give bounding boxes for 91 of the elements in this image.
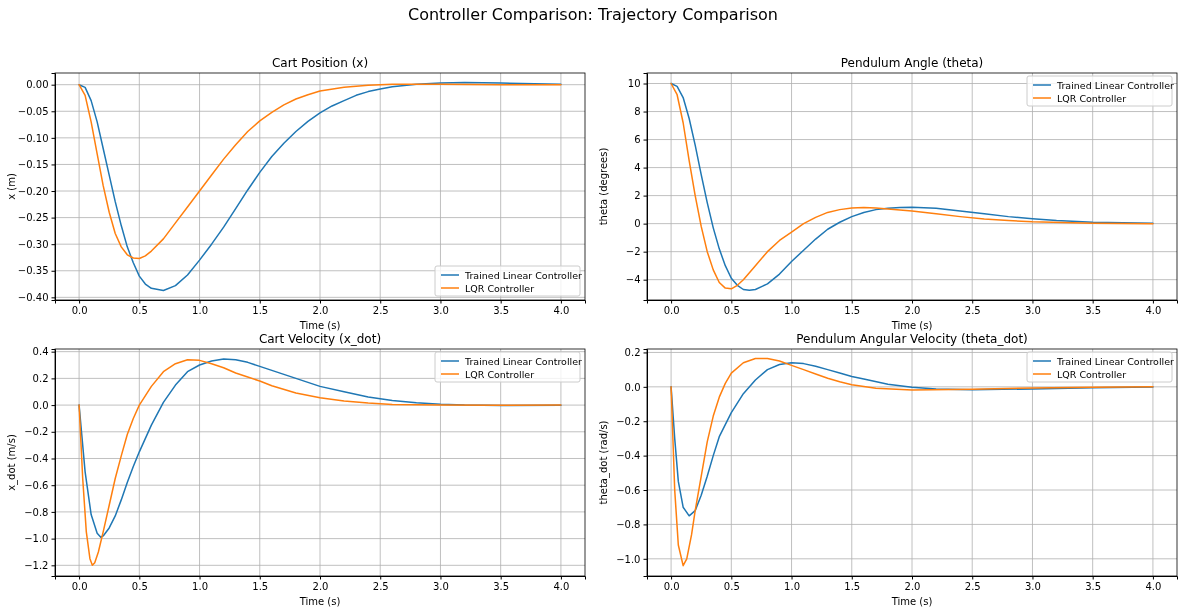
y-tick-label: −1.2 xyxy=(24,560,49,572)
x-tick-label: 2.5 xyxy=(964,580,981,592)
y-tick-label: −0.8 xyxy=(24,506,49,518)
y-tick-label: −0.4 xyxy=(616,450,641,462)
y-tick-label: −0.2 xyxy=(616,415,641,427)
y-tick-label: −2 xyxy=(625,246,641,258)
x-tick-label: 3.5 xyxy=(493,304,510,316)
x-tick-label: 0.5 xyxy=(131,580,148,592)
x-tick-label: 3.0 xyxy=(433,304,449,316)
y-tick-label: −0.15 xyxy=(17,159,49,171)
y-tick-label: 2 xyxy=(634,190,641,202)
x-tick-label: 3.5 xyxy=(493,580,510,592)
y-tick-label: −0.6 xyxy=(24,479,49,491)
y-tick-label: −1.0 xyxy=(616,553,641,565)
x-tick-label: 2.5 xyxy=(372,580,389,592)
y-tick-label: 6 xyxy=(634,134,641,146)
x-tick-label: 2.0 xyxy=(312,304,329,316)
y-tick-label: 0.00 xyxy=(26,79,49,91)
legend-label: Trained Linear Controller xyxy=(464,269,583,281)
legend-label: Trained Linear Controller xyxy=(1056,355,1175,367)
y-tick-label: 8 xyxy=(634,106,641,118)
y-tick-label: −0.35 xyxy=(17,265,49,277)
x-tick-label: 0.5 xyxy=(131,304,148,316)
y-tick-label: −0.30 xyxy=(17,238,49,250)
y-tick-label: −1.0 xyxy=(24,533,49,545)
y-tick-label: −0.25 xyxy=(17,212,49,224)
x-tick-label: 1.5 xyxy=(252,304,269,316)
x-tick-label: 1.0 xyxy=(192,580,208,592)
x-tick-label: 1.0 xyxy=(192,304,208,316)
x-tick-label: 4.0 xyxy=(553,304,570,316)
chart-title: Cart Position (x) xyxy=(271,56,369,70)
y-tick-label: −0.10 xyxy=(17,132,49,144)
x-tick-label: 3.5 xyxy=(1085,304,1102,316)
chart-title: Pendulum Angle (theta) xyxy=(840,56,984,70)
x-tick-label: 4.0 xyxy=(1145,304,1162,316)
x-tick-label: 4.0 xyxy=(553,580,570,592)
x-tick-label: 2.5 xyxy=(964,304,981,316)
legend-label: Trained Linear Controller xyxy=(464,355,583,367)
y-tick-label: 0.0 xyxy=(32,399,49,411)
y-axis-title: x_dot (m/s) xyxy=(6,434,18,491)
x-tick-label: 0.0 xyxy=(71,580,88,592)
x-tick-label: 0.0 xyxy=(71,304,88,316)
legend-label: Trained Linear Controller xyxy=(1056,79,1175,91)
x-tick-label: 1.5 xyxy=(252,580,269,592)
x-tick-label: 1.5 xyxy=(844,580,861,592)
y-axis-title: x (m) xyxy=(6,173,17,200)
x-tick-label: 0.5 xyxy=(723,304,740,316)
x-tick-label: 0.0 xyxy=(663,580,680,592)
y-axis-title: theta_dot (rad/s) xyxy=(598,420,610,505)
text: Controller Comparison: Trajectory Comparison xyxy=(408,5,778,24)
x-tick-label: 2.0 xyxy=(312,580,329,592)
x-tick-label: 3.0 xyxy=(433,580,449,592)
legend-label: LQR Controller xyxy=(465,282,535,294)
x-tick-label: 0.0 xyxy=(663,304,680,316)
y-tick-label: 0.0 xyxy=(624,381,641,393)
x-tick-label: 1.0 xyxy=(784,580,800,592)
x-axis-title: Time (s) xyxy=(298,596,341,607)
x-axis-title: Time (s) xyxy=(890,596,933,607)
legend-label: LQR Controller xyxy=(465,368,535,380)
x-tick-label: 1.5 xyxy=(844,304,861,316)
chart-title: Pendulum Angular Velocity (theta_dot) xyxy=(796,332,1028,346)
x-tick-label: 0.5 xyxy=(723,580,740,592)
x-tick-label: 3.0 xyxy=(1025,304,1041,316)
legend-label: LQR Controller xyxy=(1057,368,1127,380)
y-tick-label: −0.4 xyxy=(24,453,49,465)
x-tick-label: 2.5 xyxy=(372,304,389,316)
y-tick-label: 0.2 xyxy=(32,373,49,385)
y-tick-label: −0.20 xyxy=(17,185,49,197)
x-tick-label: 3.5 xyxy=(1085,580,1102,592)
x-tick-label: 1.0 xyxy=(784,304,800,316)
x-tick-label: 2.0 xyxy=(904,304,921,316)
x-tick-label: 3.0 xyxy=(1025,580,1041,592)
y-tick-label: −0.05 xyxy=(17,105,49,117)
x-axis-title: Time (s) xyxy=(298,320,341,331)
y-tick-label: −0.40 xyxy=(17,292,49,304)
y-tick-label: −0.6 xyxy=(616,484,641,496)
y-tick-label: 10 xyxy=(627,78,641,90)
legend-label: LQR Controller xyxy=(1057,92,1127,104)
y-tick-label: −0.8 xyxy=(616,519,641,531)
y-tick-label: 4 xyxy=(634,162,641,174)
x-tick-label: 4.0 xyxy=(1145,580,1162,592)
y-tick-label: −0.2 xyxy=(24,426,49,438)
x-tick-label: 2.0 xyxy=(904,580,921,592)
x-axis-title: Time (s) xyxy=(890,320,933,331)
y-tick-label: 0 xyxy=(634,218,641,230)
y-axis-title: theta (degrees) xyxy=(598,147,609,226)
y-tick-label: −4 xyxy=(625,274,641,286)
y-tick-label: 0.2 xyxy=(624,347,641,359)
line-series xyxy=(78,83,562,260)
y-tick-label: 0.4 xyxy=(32,346,49,358)
chart-title: Cart Velocity (x_dot) xyxy=(258,332,382,346)
